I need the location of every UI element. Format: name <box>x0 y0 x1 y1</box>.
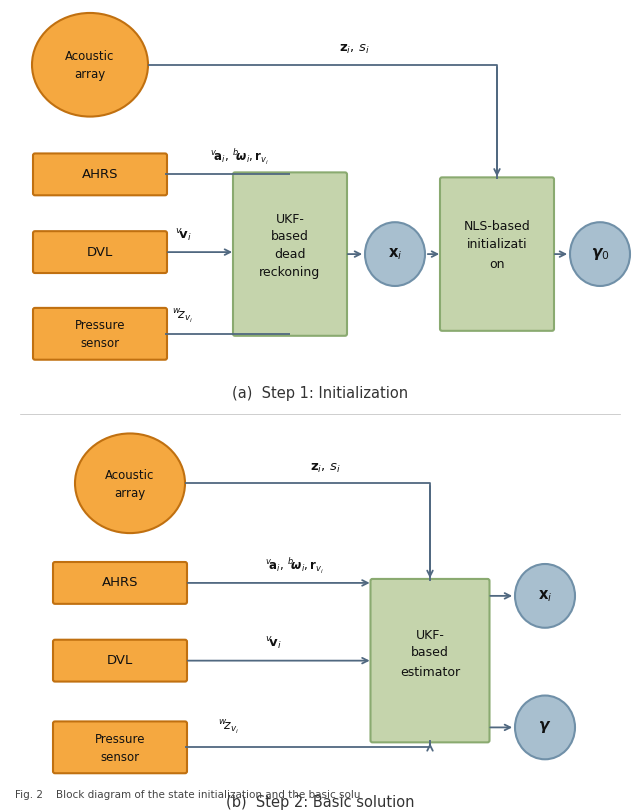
Text: $\mathbf{x}_i$: $\mathbf{x}_i$ <box>538 588 552 603</box>
Text: estimator: estimator <box>400 666 460 679</box>
Text: $^v\!\mathbf{a}_i,\,^b\!\boldsymbol{\omega}_i,\mathbf{r}_{v_i}$: $^v\!\mathbf{a}_i,\,^b\!\boldsymbol{\ome… <box>210 148 269 167</box>
FancyBboxPatch shape <box>371 579 490 742</box>
Text: $\boldsymbol{\gamma}$: $\boldsymbol{\gamma}$ <box>538 719 552 736</box>
Ellipse shape <box>570 222 630 286</box>
Text: dead: dead <box>275 247 306 260</box>
Text: based: based <box>271 230 309 242</box>
Text: $\mathbf{z}_i,\, s_i$: $\mathbf{z}_i,\, s_i$ <box>310 461 341 475</box>
Ellipse shape <box>365 222 425 286</box>
Text: $^w\!z_{v_i}$: $^w\!z_{v_i}$ <box>218 719 239 736</box>
Text: $\boldsymbol{\gamma}_0$: $\boldsymbol{\gamma}_0$ <box>591 246 609 262</box>
Text: Acoustic: Acoustic <box>106 469 155 482</box>
FancyBboxPatch shape <box>53 640 187 681</box>
Text: UKF-: UKF- <box>276 212 305 225</box>
FancyBboxPatch shape <box>33 231 167 273</box>
Text: DVL: DVL <box>87 246 113 259</box>
FancyBboxPatch shape <box>440 178 554 331</box>
Ellipse shape <box>515 696 575 759</box>
Text: sensor: sensor <box>100 751 140 764</box>
Text: reckoning: reckoning <box>259 265 321 278</box>
Text: on: on <box>489 258 505 271</box>
FancyBboxPatch shape <box>53 722 187 773</box>
FancyBboxPatch shape <box>233 173 347 336</box>
Text: sensor: sensor <box>81 337 120 350</box>
Ellipse shape <box>515 564 575 628</box>
Ellipse shape <box>75 433 185 533</box>
FancyBboxPatch shape <box>33 153 167 195</box>
Ellipse shape <box>32 13 148 117</box>
Text: $^w\!z_{v_i}$: $^w\!z_{v_i}$ <box>172 307 193 324</box>
Text: array: array <box>115 487 146 500</box>
Text: $^v\!\mathbf{v}_i$: $^v\!\mathbf{v}_i$ <box>175 228 192 244</box>
FancyBboxPatch shape <box>53 562 187 604</box>
Text: UKF-: UKF- <box>415 629 444 642</box>
Text: DVL: DVL <box>107 654 133 667</box>
Text: Pressure: Pressure <box>75 320 125 333</box>
FancyBboxPatch shape <box>33 308 167 360</box>
Text: $^v\!\mathbf{a}_i,\,^b\!\boldsymbol{\omega}_i,\mathbf{r}_{v_i}$: $^v\!\mathbf{a}_i,\,^b\!\boldsymbol{\ome… <box>265 556 324 576</box>
Text: $\mathbf{x}_i$: $\mathbf{x}_i$ <box>388 247 402 262</box>
Text: based: based <box>411 646 449 659</box>
Text: (a)  Step 1: Initialization: (a) Step 1: Initialization <box>232 386 408 401</box>
Text: (b)  Step 2: Basic solution: (b) Step 2: Basic solution <box>226 795 414 809</box>
Text: AHRS: AHRS <box>102 577 138 590</box>
Text: $\mathbf{z}_i,\, s_i$: $\mathbf{z}_i,\, s_i$ <box>339 43 371 57</box>
Text: initializati: initializati <box>467 238 527 251</box>
Text: array: array <box>74 68 106 81</box>
Text: NLS-based: NLS-based <box>463 220 531 233</box>
Text: Fig. 2    Block diagram of the state initialization and the basic solu: Fig. 2 Block diagram of the state initia… <box>15 790 360 800</box>
Text: AHRS: AHRS <box>82 168 118 181</box>
Text: $^v\!\mathbf{v}_i$: $^v\!\mathbf{v}_i$ <box>265 636 282 652</box>
Text: Acoustic: Acoustic <box>65 50 115 63</box>
Text: Pressure: Pressure <box>95 733 145 746</box>
